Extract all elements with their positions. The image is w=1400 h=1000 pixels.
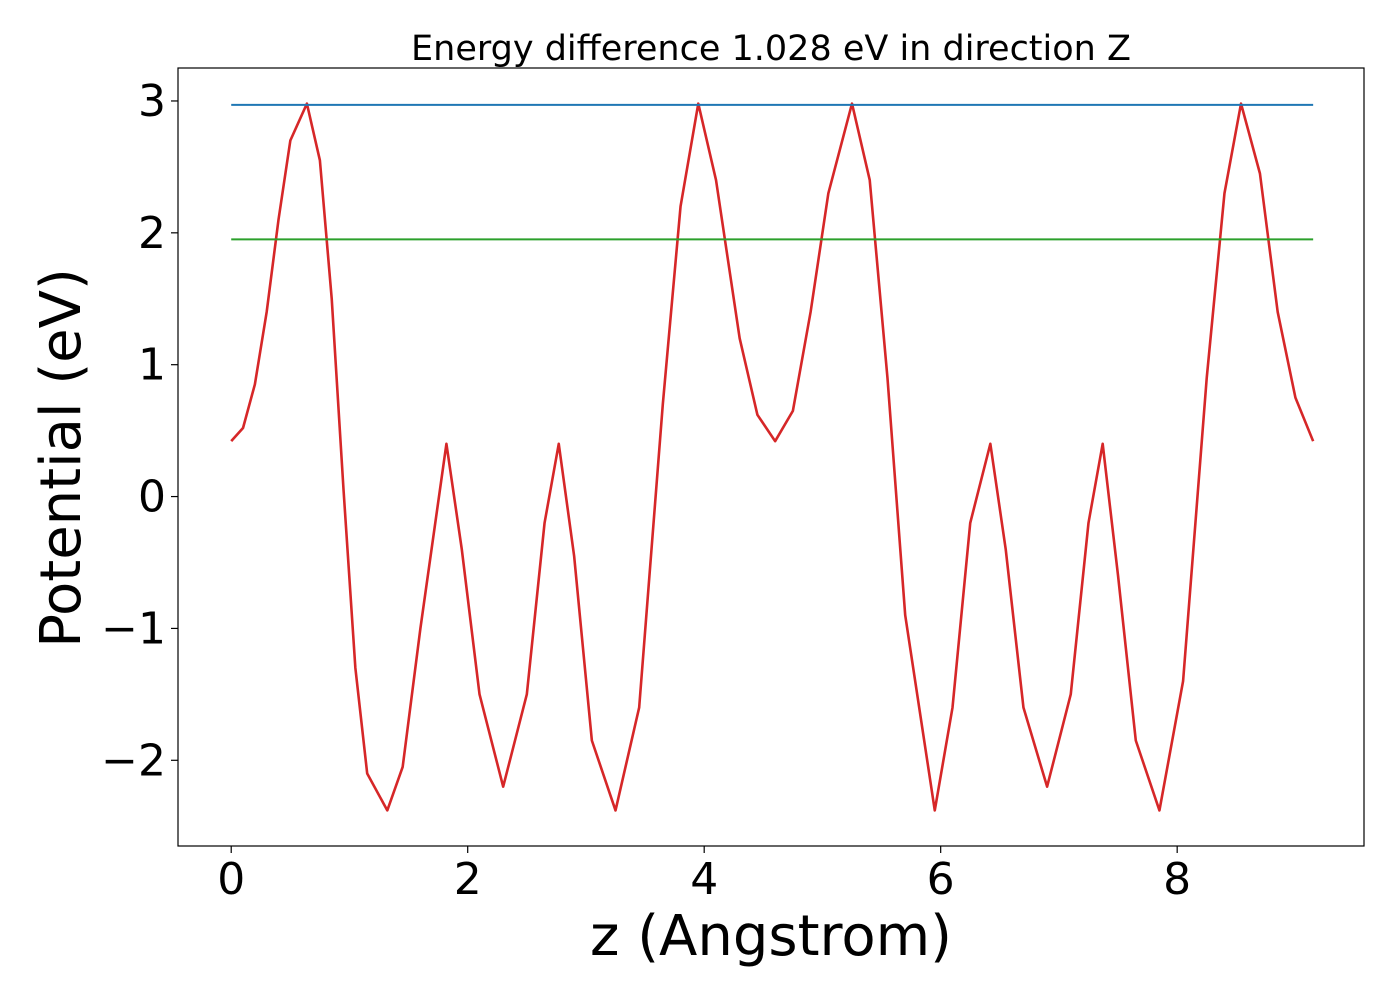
y-axis-title: Potential (eV): [29, 268, 94, 648]
potential-curve-line: [230, 102, 1315, 812]
chart-title: Energy difference 1.028 eV in direction …: [411, 29, 1131, 69]
labels-layer: Energy difference 1.028 eV in direction …: [29, 29, 1131, 969]
x-tick-label: 0: [217, 854, 245, 905]
y-tick-label: −1: [101, 603, 166, 654]
axes-layer: 0 2 4 6 8 −2 −1 0 1 2 3: [101, 67, 1365, 905]
y-tick-label: 0: [138, 472, 166, 523]
y-tick-label: 3: [138, 76, 166, 127]
x-tick-label: 6: [927, 854, 955, 905]
y-tick-label: −2: [101, 735, 166, 786]
x-tick-label: 4: [690, 854, 718, 905]
y-tick-label: 2: [138, 208, 166, 259]
x-tick-label: 2: [454, 854, 482, 905]
y-tick-label: 1: [138, 340, 166, 391]
plot-frame: [177, 67, 1365, 847]
series-layer: [230, 102, 1315, 812]
x-axis-title: z (Angstrom): [590, 904, 952, 969]
x-tick-label: 8: [1163, 854, 1191, 905]
